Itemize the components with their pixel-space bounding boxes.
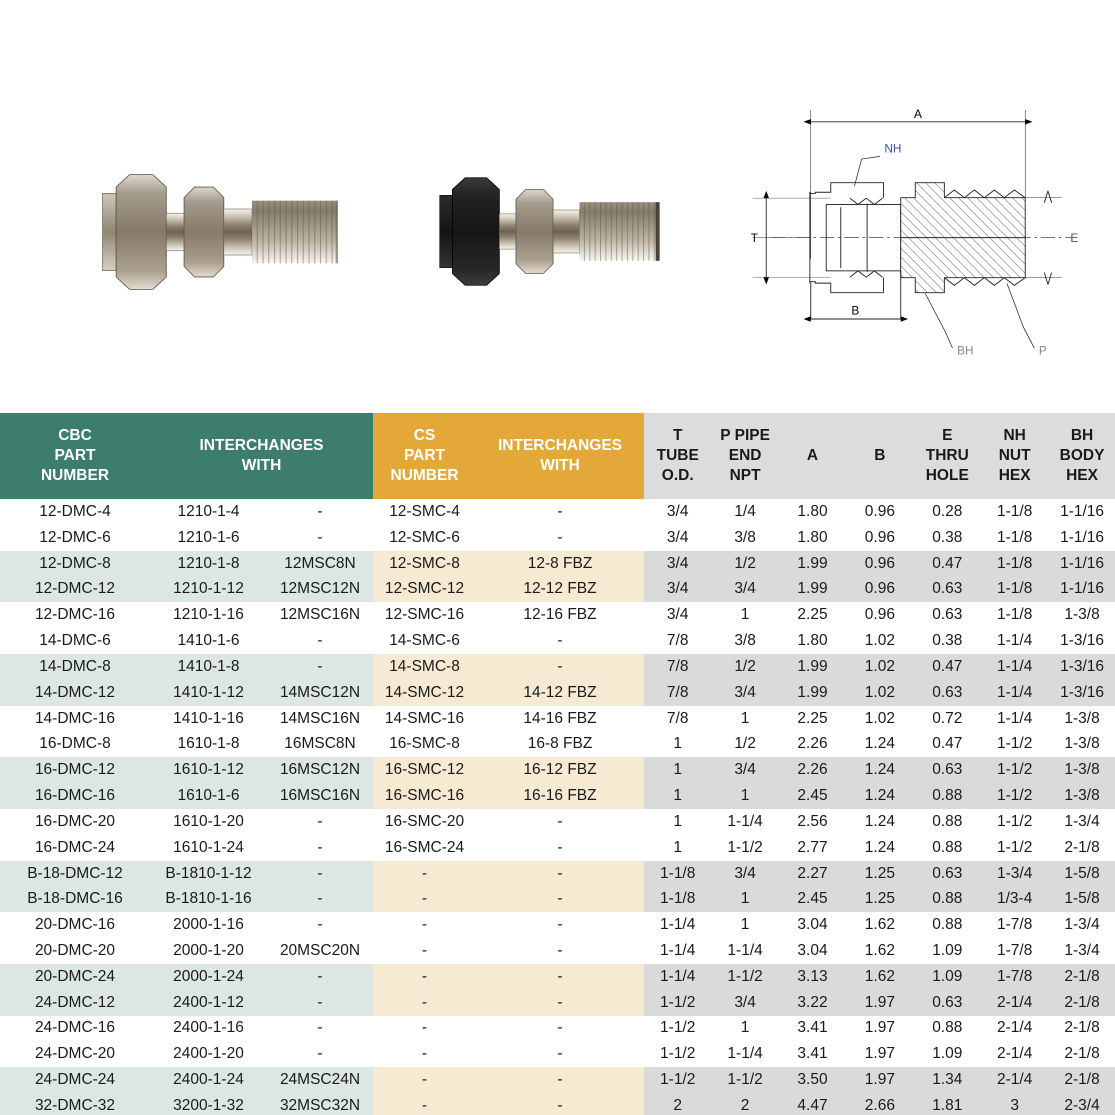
svg-text:P: P xyxy=(1039,343,1047,357)
svg-text:T: T xyxy=(751,231,758,245)
svg-text:BH: BH xyxy=(957,343,973,357)
svg-text:NH: NH xyxy=(884,142,901,156)
svg-text:B: B xyxy=(851,303,859,317)
svg-text:A: A xyxy=(914,107,922,121)
svg-text:E: E xyxy=(1070,231,1078,245)
